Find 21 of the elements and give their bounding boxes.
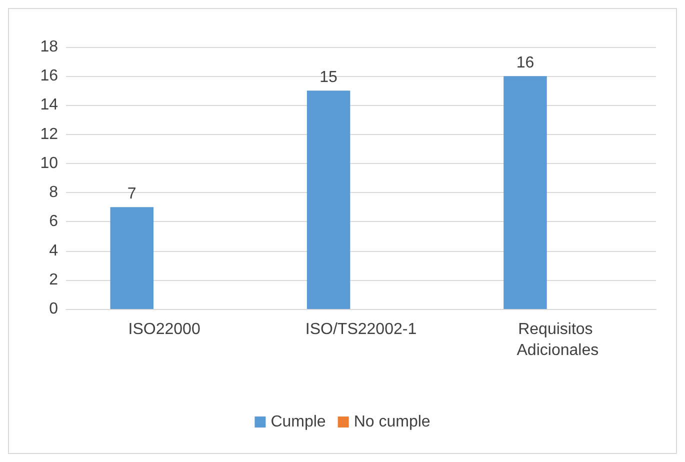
x-tick-label: ISO22000 xyxy=(128,321,200,338)
data-label: 15 xyxy=(320,69,338,86)
y-tick-label: 10 xyxy=(40,154,58,172)
y-tick-label: 18 xyxy=(40,38,58,56)
y-tick-label: 14 xyxy=(40,96,58,114)
bar xyxy=(504,76,547,309)
data-label: 7 xyxy=(127,186,136,203)
y-tick-label: 6 xyxy=(49,213,58,230)
x-tick-label: Requisitos Adicionales xyxy=(516,321,599,359)
y-tick-label: 8 xyxy=(49,184,58,202)
legend-label: No cumple xyxy=(354,414,430,430)
y-tick-label: 0 xyxy=(49,300,58,318)
bar xyxy=(110,207,154,309)
legend-label: Cumple xyxy=(270,414,326,430)
x-tick-label: ISO/TS22002-1 xyxy=(305,321,417,338)
y-tick-label: 4 xyxy=(49,242,58,260)
data-label: 16 xyxy=(516,54,534,72)
y-tick-label: 2 xyxy=(49,271,58,288)
y-tick-label: 12 xyxy=(40,126,58,143)
y-tick-label: 16 xyxy=(40,68,58,85)
bar xyxy=(306,90,350,309)
